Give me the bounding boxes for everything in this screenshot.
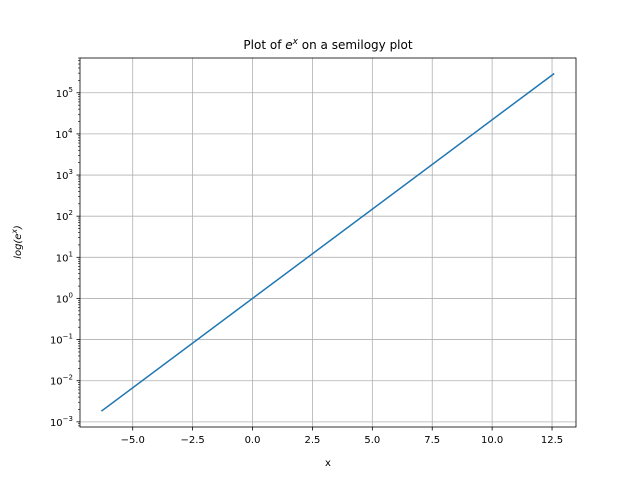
y-tick-label: 10−1 <box>50 333 73 347</box>
x-tick-label: 5.0 <box>364 435 380 446</box>
x-tick-label: −5.0 <box>121 435 145 446</box>
grid <box>80 58 576 427</box>
y-tick-label: 104 <box>55 127 73 141</box>
series-line <box>100 72 555 412</box>
x-axis: −5.0 −2.5 0.0 2.5 5.0 7.5 10.0 12.5 <box>121 427 563 446</box>
plot-area <box>100 72 555 412</box>
y-label-suffix: ) <box>13 225 24 230</box>
y-tick-label: 10−2 <box>50 374 73 388</box>
y-axis: 10−3 10−2 10−1 100 101 102 103 104 105 <box>50 57 80 429</box>
x-tick-label: 2.5 <box>304 435 320 446</box>
y-tick-label: 103 <box>56 168 73 182</box>
y-tick-label: 101 <box>56 250 73 264</box>
x-tick-label: 10.0 <box>481 435 503 446</box>
y-tick-label: 10−3 <box>50 415 73 429</box>
title-superscript: x <box>292 37 299 47</box>
y-axis-label: log(ex) <box>10 225 24 259</box>
y-tick-label: 102 <box>56 209 73 223</box>
x-tick-label: 7.5 <box>424 435 440 446</box>
title-base: e <box>285 38 292 52</box>
plot-frame <box>79 57 577 428</box>
title-prefix: Plot of <box>243 38 285 52</box>
y-label-prefix: log( <box>13 239 24 259</box>
x-tick-label: 12.5 <box>541 435 563 446</box>
x-axis-label: x <box>325 458 331 469</box>
x-tick-label: −2.5 <box>180 435 204 446</box>
y-tick-label: 100 <box>56 291 73 305</box>
y-label-superscript: x <box>10 229 19 235</box>
x-tick-label: 0.0 <box>245 435 261 446</box>
y-label-base: e <box>13 234 24 240</box>
chart-title: Plot of ex on a semilogy plot <box>243 37 412 52</box>
y-tick-label: 105 <box>56 86 73 100</box>
title-suffix: on a semilogy plot <box>298 38 413 52</box>
